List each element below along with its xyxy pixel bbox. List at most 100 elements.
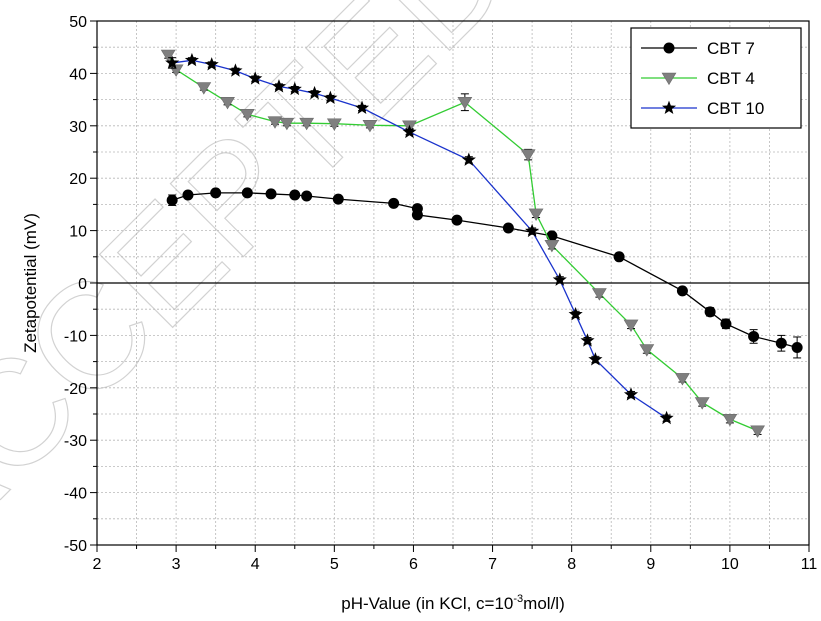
data-point	[248, 71, 263, 85]
data-point	[165, 55, 180, 69]
x-tick-label: 5	[330, 556, 339, 573]
series-group	[160, 49, 803, 438]
legend-marker	[663, 42, 675, 54]
data-point	[354, 100, 370, 114]
y-tick-label: -30	[64, 433, 87, 450]
data-point	[704, 306, 716, 318]
y-tick-label: -50	[64, 538, 87, 555]
data-point	[544, 240, 560, 253]
data-point	[210, 187, 222, 199]
data-point	[457, 96, 473, 110]
data-point	[362, 120, 378, 133]
data-point	[265, 188, 277, 200]
y-tick-label: 10	[69, 224, 87, 241]
data-point	[388, 197, 400, 209]
data-point	[307, 85, 322, 100]
x-tick-label: 4	[251, 556, 260, 573]
legend-label: CBT 4	[707, 69, 755, 88]
data-point	[791, 341, 803, 353]
data-point	[402, 124, 417, 139]
data-point	[694, 397, 710, 410]
legend-marker	[661, 72, 677, 86]
data-point	[591, 288, 607, 301]
data-point	[228, 63, 243, 77]
data-point	[750, 425, 765, 438]
series-cbt-10	[165, 52, 674, 425]
data-point	[168, 64, 184, 77]
data-point	[332, 193, 344, 205]
data-point	[525, 223, 540, 238]
data-point	[623, 319, 639, 333]
data-point	[182, 189, 194, 201]
legend: CBT 7 CBT 4 CBT 10	[630, 27, 802, 129]
data-point	[323, 90, 338, 105]
x-tick-label: 3	[172, 556, 181, 573]
data-point	[623, 387, 639, 401]
data-point	[748, 330, 760, 342]
y-tick-label: 50	[69, 14, 87, 31]
y-tick-label: 20	[69, 171, 87, 188]
data-point	[301, 190, 313, 202]
data-point	[239, 109, 255, 122]
data-point	[580, 333, 595, 347]
data-point	[289, 189, 301, 201]
data-point	[520, 149, 536, 162]
x-tick-label: 7	[488, 556, 497, 573]
data-point	[546, 230, 558, 242]
y-tick-label: 40	[69, 66, 87, 83]
x-axis-title-tail: mol/l)	[523, 594, 565, 613]
data-point	[588, 352, 603, 366]
data-point	[326, 118, 342, 131]
data-point	[461, 152, 476, 166]
data-point	[279, 117, 295, 131]
data-point	[220, 96, 235, 110]
data-point	[639, 344, 655, 357]
x-axis-title-superscript: -3	[513, 593, 523, 605]
data-point	[241, 187, 253, 199]
data-point	[613, 251, 625, 263]
data-point	[659, 410, 674, 425]
data-point	[528, 208, 544, 221]
data-point	[411, 209, 423, 221]
data-point	[204, 57, 219, 71]
series-cbt-7	[166, 187, 803, 359]
data-point	[676, 285, 688, 297]
y-axis-title: Zetapotential (mV)	[21, 213, 40, 353]
data-point	[166, 194, 178, 206]
data-point	[568, 307, 583, 321]
data-point	[502, 222, 514, 234]
x-tick-label: 11	[801, 556, 818, 573]
data-point	[287, 81, 302, 96]
y-tick-label: 0	[78, 276, 87, 293]
data-point	[775, 337, 787, 349]
legend-label: CBT 10	[707, 99, 764, 118]
y-tick-label: -20	[64, 381, 87, 398]
x-tick-label: 10	[721, 556, 739, 573]
data-point	[552, 272, 567, 286]
axis-ticks: 2 3 4 5 6 7 8 9 10 11 -50 -40 -30 -20 -10 0 10 20 30 40 50	[64, 14, 818, 573]
legend-marker	[661, 100, 677, 115]
y-tick-label: -10	[64, 328, 87, 345]
data-point	[271, 79, 287, 93]
data-point	[267, 116, 283, 129]
data-point	[720, 318, 732, 330]
data-point	[675, 373, 690, 386]
series-line	[167, 54, 758, 432]
x-axis-title: pH-Value (in KCl, c=10-3mol/l)	[341, 593, 564, 613]
data-point	[196, 82, 212, 95]
series-cbt-4	[160, 49, 765, 438]
data-point	[160, 49, 176, 63]
x-axis-title-main: pH-Value (in KCl, c=10	[341, 594, 513, 613]
data-point	[299, 117, 315, 131]
x-tick-label: 2	[93, 556, 102, 573]
data-point	[184, 52, 199, 67]
x-tick-label: 8	[567, 556, 576, 573]
y-tick-label: -40	[64, 486, 87, 503]
x-tick-label: 9	[646, 556, 655, 573]
x-tick-label: 6	[409, 556, 418, 573]
data-point	[722, 413, 738, 427]
y-tick-label: 30	[69, 119, 87, 136]
data-point	[451, 214, 463, 226]
legend-label: CBT 7	[707, 39, 755, 58]
